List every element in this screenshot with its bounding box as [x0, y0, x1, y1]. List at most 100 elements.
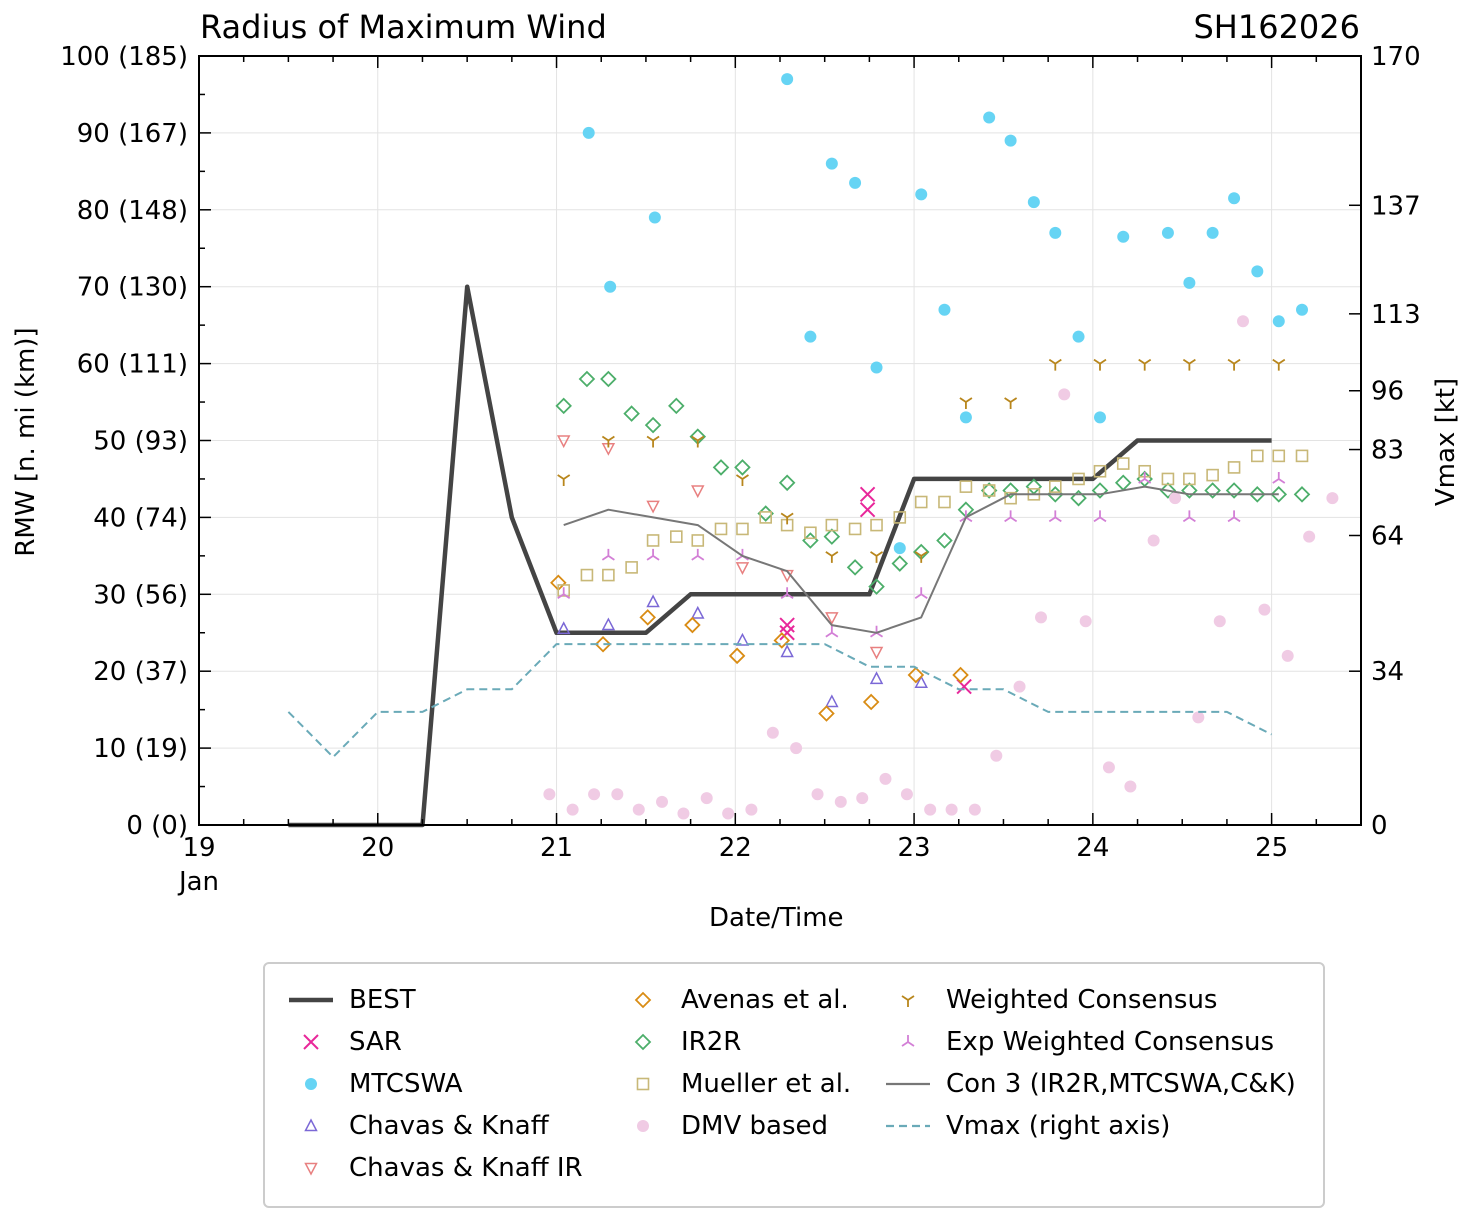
- mueller-et-al-point: [1272, 449, 1286, 463]
- mueller-et-al-point: [1295, 449, 1309, 463]
- chavas-knaff-point: [914, 675, 928, 688]
- chavas-knaff-point: [556, 621, 571, 635]
- ir2r-point: [1002, 482, 1019, 499]
- mtcswa-point: [1049, 226, 1062, 239]
- ir2r-point: [600, 370, 617, 388]
- mtcswa-point: [983, 111, 996, 124]
- mtcswa-point: [1296, 303, 1309, 316]
- dmv-based-point: [1258, 603, 1271, 616]
- dmv-based-point: [811, 788, 824, 801]
- x-tick-label: 19: [182, 833, 215, 863]
- dmv-based-point: [834, 795, 847, 808]
- ir2r-point: [1114, 474, 1132, 492]
- mtcswa-point: [1251, 265, 1264, 278]
- y-tick-label-left: 40 (74): [93, 503, 188, 533]
- chavas-knaff-point: [691, 605, 705, 619]
- chavas-knaff-point: [646, 594, 660, 608]
- avenas-et-al-point: [639, 609, 656, 626]
- chart-title: Radius of Maximum Wind: [200, 8, 607, 46]
- mueller-et-al-point: [580, 568, 594, 582]
- legend-item-sar: SAR: [283, 1022, 402, 1062]
- avenas-et-al-point: [818, 705, 835, 722]
- mueller-et-al-point: [1072, 472, 1085, 486]
- avenas-et-al-point: [907, 666, 925, 684]
- dmv-based-point: [677, 807, 690, 820]
- y-tick-label-left: 90 (167): [77, 119, 188, 149]
- dmv-based-point: [700, 792, 713, 805]
- dmv-based-point: [945, 803, 958, 816]
- avenas-et-al-point: [952, 666, 969, 684]
- series-sar: [779, 486, 972, 695]
- ir2r-point: [668, 397, 685, 415]
- exp-weighted-consensus-point: [601, 548, 615, 561]
- exp-weighted-consensus-point: [780, 587, 794, 600]
- vmax-right-axis-line: [287, 643, 1273, 759]
- exp-weighted-consensus-point: [691, 548, 705, 561]
- dmv-based-point: [1326, 492, 1339, 505]
- mtcswa-point: [781, 73, 794, 86]
- mtcswa-point: [604, 280, 617, 293]
- legend-item-mueller-et-al: Mueller et al.: [615, 1064, 851, 1104]
- mueller-et-al-point: [736, 522, 749, 536]
- mueller-et-al-point: [804, 526, 817, 540]
- legend-swatch-ir2r: [634, 1033, 652, 1051]
- y-tick-label-right: 96: [1371, 377, 1404, 407]
- mtcswa-point: [1272, 315, 1285, 328]
- mueller-et-al-point: [691, 534, 705, 547]
- x-tick-sublabel: Jan: [177, 867, 219, 897]
- dmv-based-point: [968, 803, 981, 816]
- legend-item-dmv-based: DMV based: [615, 1106, 828, 1146]
- mueller-et-al-point: [646, 534, 660, 547]
- x-tick-label: 25: [1255, 833, 1288, 863]
- mueller-et-al-point: [625, 561, 638, 574]
- legend-swatch-sar: [303, 1034, 319, 1050]
- mtcswa-point: [893, 542, 906, 555]
- axes: 19 Jan 20 21 22 23 24 25 0 (0) 10 (19) 20 (37) 30 (…: [60, 42, 1420, 897]
- legend-marker: [901, 995, 915, 1007]
- series-best: [288, 284, 1272, 828]
- dmv-based-point: [924, 803, 937, 816]
- dmv-based-point: [900, 788, 913, 801]
- legend-swatch-weighted-consensus: [901, 995, 915, 1007]
- legend-swatch-chavas-knaff-ir: [304, 1162, 318, 1176]
- ir2r-point: [1091, 482, 1109, 499]
- ir2r-point: [1070, 489, 1087, 507]
- dmv-based-point: [543, 788, 556, 801]
- weighted-consensus-point: [1227, 358, 1241, 371]
- mueller-et-al-point: [938, 495, 951, 509]
- mtcswa-point: [1161, 226, 1174, 239]
- chavas-knaff-point: [735, 632, 750, 646]
- best-line: [288, 284, 1272, 828]
- sar-point: [859, 486, 876, 503]
- sar-point: [779, 617, 795, 633]
- dmv-based-point: [790, 742, 803, 755]
- legend-marker: [636, 1077, 650, 1091]
- weighted-consensus-point: [1272, 358, 1286, 371]
- dmv-based-point: [1035, 611, 1048, 624]
- y-tick-label-right: 0: [1371, 811, 1388, 841]
- series-exp-weighted-consensus: [557, 471, 1286, 638]
- series-weighted-consensus: [557, 358, 1286, 563]
- legend-swatch-exp-weighted-consensus: [901, 1035, 915, 1047]
- y-tick-label-left: 80 (148): [77, 196, 188, 226]
- dmv-based-point: [566, 803, 579, 816]
- legend-swatch-best: [289, 997, 333, 1003]
- exp-weighted-consensus-point: [646, 548, 660, 561]
- legend-item-ir2r: IR2R: [615, 1022, 741, 1062]
- chavas-knaff-ir-point: [735, 562, 750, 576]
- dmv-based-point: [1303, 530, 1316, 543]
- mtcswa-point: [1072, 330, 1085, 343]
- mtcswa-point: [959, 411, 972, 424]
- avenas-et-al-point: [862, 693, 880, 711]
- chavas-knaff-ir-point: [869, 646, 884, 660]
- series-mueller-et-al: [557, 449, 1309, 597]
- mueller-et-al-point: [914, 495, 928, 509]
- series-con-3-ir2r-mtcswa-c-k: [563, 485, 1279, 634]
- y-tick-label-left: 0 (0): [126, 811, 188, 841]
- legend-marker: [305, 1078, 317, 1090]
- y-tick-label-right: 137: [1371, 191, 1421, 221]
- mtcswa-point: [1027, 196, 1040, 209]
- weighted-consensus-point: [646, 435, 660, 448]
- legend-item-best: BEST: [283, 980, 416, 1020]
